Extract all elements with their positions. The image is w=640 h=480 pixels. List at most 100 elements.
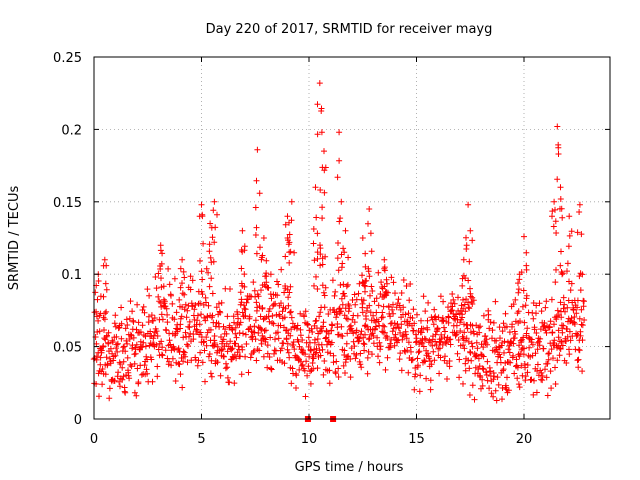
data-point — [465, 304, 472, 311]
data-point — [449, 291, 456, 297]
data-point — [101, 316, 108, 323]
data-point — [367, 292, 373, 299]
data-point — [235, 343, 242, 350]
data-point — [231, 351, 238, 358]
data-point — [537, 335, 544, 342]
data-point — [483, 336, 490, 343]
data-point — [543, 298, 550, 305]
data-point — [530, 315, 537, 322]
data-point — [202, 317, 209, 324]
data-point — [396, 302, 403, 309]
data-point — [466, 365, 473, 372]
data-point — [526, 344, 533, 351]
data-point — [394, 337, 401, 344]
data-point — [352, 355, 359, 362]
data-point — [455, 294, 461, 301]
data-point — [209, 312, 216, 319]
data-point — [417, 372, 424, 379]
data-point — [381, 264, 388, 271]
data-point — [557, 262, 564, 269]
data-point — [370, 333, 377, 339]
data-point — [571, 314, 578, 320]
data-point — [492, 387, 499, 394]
data-point — [157, 242, 164, 249]
data-point — [446, 358, 453, 364]
data-point — [463, 296, 470, 303]
data-point — [203, 342, 210, 349]
data-point — [359, 279, 366, 286]
data-point — [223, 330, 230, 337]
data-point — [420, 343, 427, 350]
data-point — [367, 230, 374, 237]
data-point — [412, 371, 419, 378]
data-point — [398, 367, 405, 374]
data-point — [416, 388, 423, 395]
data-point — [135, 379, 142, 386]
data-point — [155, 270, 162, 277]
data-point — [124, 340, 131, 347]
data-point — [375, 353, 381, 360]
data-point — [441, 334, 448, 341]
data-point — [544, 392, 551, 399]
data-point — [237, 289, 244, 296]
data-point — [548, 296, 555, 303]
data-point — [335, 240, 341, 246]
data-point — [201, 338, 207, 345]
data-point — [466, 258, 473, 265]
data-point — [262, 327, 269, 334]
data-point — [379, 314, 386, 321]
data-point — [278, 266, 285, 273]
data-point — [199, 276, 206, 283]
data-point — [460, 296, 466, 303]
data-point — [278, 345, 285, 352]
data-point — [390, 301, 396, 308]
data-point — [133, 392, 140, 399]
data-point — [195, 357, 202, 364]
data-point — [238, 371, 245, 378]
data-point — [520, 287, 527, 294]
data-point — [100, 343, 107, 349]
data-point — [140, 339, 147, 346]
data-point — [325, 330, 332, 337]
data-point — [104, 361, 111, 368]
data-point — [469, 301, 476, 307]
data-point — [492, 298, 499, 305]
data-point — [359, 300, 366, 307]
data-point — [471, 330, 477, 337]
data-point — [318, 105, 325, 112]
data-point — [122, 348, 129, 355]
data-point — [166, 358, 172, 365]
data-point — [102, 310, 108, 317]
data-point — [557, 299, 564, 306]
data-point — [331, 292, 338, 299]
data-point — [262, 336, 269, 343]
data-point — [395, 296, 402, 303]
data-point — [392, 331, 399, 338]
data-point — [480, 353, 487, 360]
data-point — [237, 319, 244, 326]
data-point — [275, 335, 282, 342]
data-point — [487, 319, 494, 326]
data-point — [515, 280, 521, 287]
data-point — [484, 341, 491, 348]
data-point — [418, 317, 424, 324]
data-point — [224, 364, 231, 371]
plot-frame — [93, 56, 611, 420]
data-point — [400, 277, 407, 283]
data-point — [284, 340, 291, 347]
data-point — [435, 314, 442, 321]
data-point — [263, 273, 270, 280]
data-point — [453, 329, 460, 336]
data-point — [252, 336, 259, 343]
data-point — [432, 313, 439, 320]
data-point — [509, 321, 516, 328]
data-point — [189, 303, 196, 310]
data-point — [376, 359, 383, 366]
data-point — [231, 319, 237, 326]
data-point — [489, 327, 496, 334]
data-point — [484, 358, 491, 365]
data-point — [313, 273, 319, 280]
data-point — [552, 206, 558, 213]
data-point — [288, 217, 295, 224]
data-point — [450, 296, 457, 303]
